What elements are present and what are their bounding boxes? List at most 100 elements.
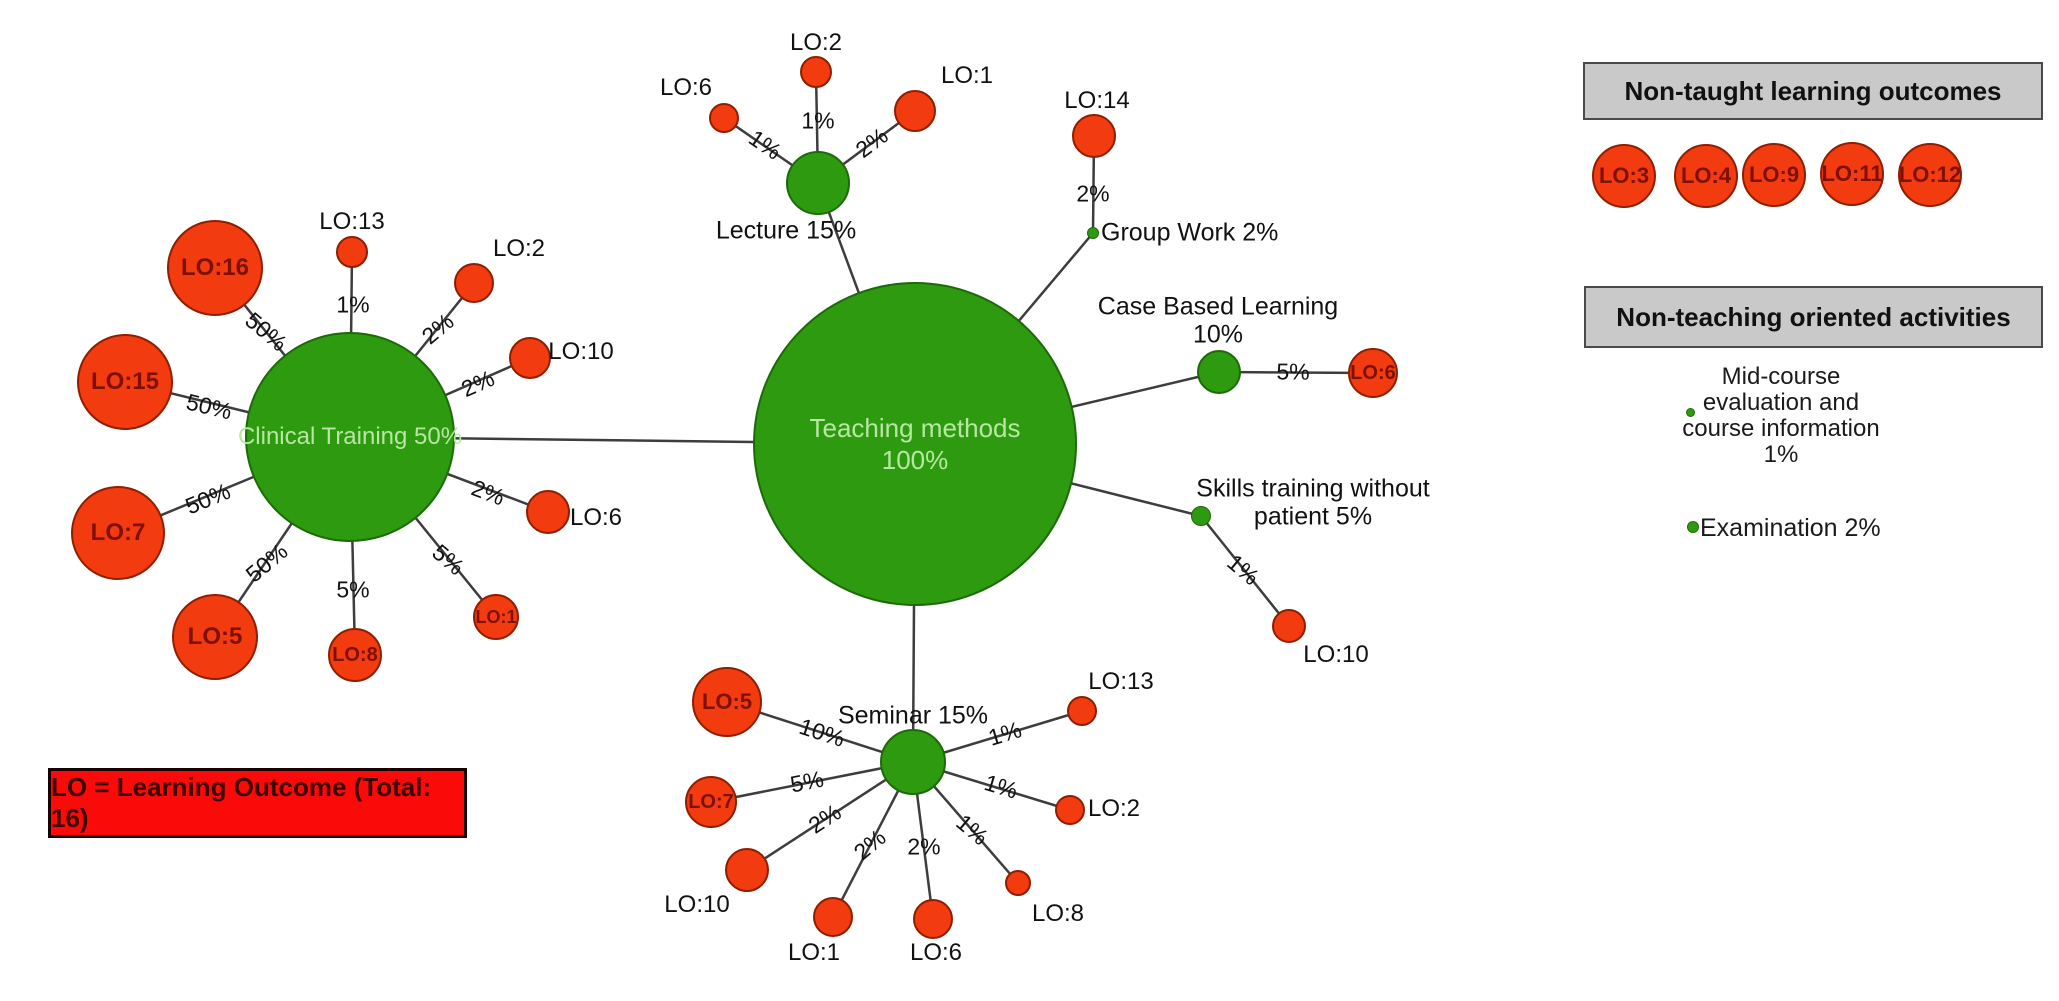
- node-groupwork: [1087, 227, 1099, 239]
- node-sem_lo13: [1067, 696, 1097, 726]
- node-clinical: Clinical Training 50%: [238, 332, 462, 542]
- node-cl_lo1: LO:1: [473, 594, 519, 640]
- node-label-sem_lo13: LO:13: [1088, 668, 1154, 695]
- node-label-cl_lo16: LO:16: [180, 254, 249, 281]
- node-lec_lo1: [894, 90, 936, 132]
- node-label-nt_lo9: LO:9: [1748, 162, 1800, 187]
- node-label-nt_lo3: LO:3: [1598, 163, 1650, 188]
- node-cb_lo6: LO:6: [1348, 348, 1398, 398]
- node-label-groupwork: Group Work 2%: [1101, 218, 1279, 247]
- node-label-nt_lo11: LO:11: [1821, 161, 1883, 186]
- node-label-cl_lo6: LO:6: [569, 504, 623, 531]
- node-label-cl_lo13: LO:13: [319, 208, 385, 235]
- node-nt_lo9: LO:9: [1742, 143, 1806, 207]
- node-nt_lo3: LO:3: [1592, 144, 1656, 208]
- node-label-line2-skills: patient 5%: [1253, 502, 1373, 530]
- node-label-nt_lo4: LO:4: [1680, 163, 1732, 188]
- node-lecture: [786, 151, 850, 215]
- legend-non-teaching-title: Non-teaching oriented activities: [1616, 301, 2011, 332]
- node-label-seminar: Seminar 15%: [837, 701, 989, 730]
- lo-note-text: LO = Learning Outcome (Total: 16): [51, 772, 432, 833]
- node-seminar: [880, 729, 946, 795]
- node-label-clinical: Clinical Training 50%: [237, 423, 463, 450]
- node-gw_lo14: [1072, 114, 1116, 158]
- node-sublabel-teaching: 100%: [881, 445, 949, 475]
- node-label-lec_lo2: LO:2: [789, 29, 843, 56]
- node-lec_lo2: [800, 56, 832, 88]
- node-cl_lo10: [509, 337, 551, 379]
- node-label-sem_lo8: LO:8: [1031, 900, 1085, 927]
- node-label-nt_lo12: LO:12: [1898, 162, 1962, 187]
- node-sem_lo7: LO:7: [685, 776, 737, 828]
- examination-label: Examination 2%: [1700, 514, 1881, 542]
- node-label-line1-casebased: Case Based Learning: [1097, 292, 1339, 321]
- node-cl_lo7: LO:7: [71, 486, 165, 580]
- node-label-lec_lo1: LO:1: [940, 62, 994, 89]
- node-cl_lo8: LO:8: [328, 628, 382, 682]
- edge-percent-label: 1%: [801, 107, 835, 134]
- legend-item-examination: Examination 2%: [1700, 514, 1881, 543]
- node-nt_lo11: LO:11: [1820, 142, 1884, 206]
- node-label-sem_lo7: LO:7: [688, 790, 734, 813]
- node-sem_lo2: [1055, 795, 1085, 825]
- node-lec_lo6: [709, 103, 739, 133]
- midcourse-line-3: course information: [1682, 415, 1880, 442]
- node-cl_lo16: LO:16: [167, 220, 263, 316]
- node-label-gw_lo14: LO:14: [1064, 87, 1130, 114]
- edge-line-skills-sk_lo10: [1200, 515, 1290, 627]
- edge-percent-label: 1%: [336, 291, 370, 318]
- node-label-line2-casebased: 10%: [1192, 320, 1244, 348]
- examination-dot: [1687, 521, 1699, 533]
- node-label-cl_lo1: LO:1: [475, 606, 517, 627]
- node-sem_lo1: [813, 897, 853, 937]
- node-cl_lo13: [336, 236, 368, 268]
- midcourse-line-1: Mid-course: [1721, 363, 1841, 390]
- node-label-line1-skills: Skills training without: [1196, 474, 1430, 503]
- node-sem_lo6: [913, 899, 953, 939]
- node-nt_lo12: LO:12: [1898, 143, 1962, 207]
- node-label-cl_lo8: LO:8: [332, 643, 378, 666]
- node-label-sem_lo1: LO:1: [787, 939, 841, 966]
- legend-item-midcourse: Mid-course evaluation and course informa…: [1651, 364, 1911, 468]
- node-sem_lo10: [725, 848, 769, 892]
- node-cl_lo6: [526, 490, 570, 534]
- node-cl_lo2: [454, 263, 494, 303]
- legend-non-taught-title: Non-taught learning outcomes: [1624, 75, 2002, 106]
- lo-note-box: LO = Learning Outcome (Total: 16): [48, 768, 467, 838]
- node-teaching: Teaching methods 100%: [753, 282, 1077, 606]
- node-label-cl_lo10: LO:10: [548, 338, 614, 365]
- node-cl_lo5: LO:5: [172, 594, 258, 680]
- node-label-skills: Skills training without patient 5%: [1196, 474, 1430, 531]
- node-sk_lo10: [1272, 609, 1306, 643]
- node-label-sem_lo5: LO:5: [701, 689, 753, 714]
- node-label-cl_lo2: LO:2: [492, 235, 546, 262]
- node-label-lec_lo6: LO:6: [659, 74, 713, 101]
- node-label-sem_lo10: LO:10: [664, 891, 730, 918]
- legend-non-taught-header: Non-taught learning outcomes: [1583, 62, 2043, 120]
- node-casebased: [1197, 350, 1241, 394]
- node-label-sem_lo2: LO:2: [1087, 795, 1141, 822]
- edge-percent-label: 2%: [1076, 180, 1110, 207]
- edge-percent-label: 2%: [907, 833, 941, 860]
- edge-line-casebased-cb_lo6: [1218, 370, 1374, 375]
- node-label-sem_lo6: LO:6: [909, 939, 963, 966]
- node-sem_lo5: LO:5: [692, 667, 762, 737]
- midcourse-line-2: evaluation and: [1702, 389, 1860, 416]
- node-label-cb_lo6: LO:6: [1350, 361, 1396, 384]
- node-label-casebased: Case Based Learning 10%: [1097, 292, 1339, 349]
- node-label-teaching: Teaching methods: [809, 412, 1021, 443]
- node-cl_lo15: LO:15: [77, 334, 173, 430]
- edge-line-seminar-sem_lo7: [710, 760, 914, 804]
- edge-percent-label: 5%: [1276, 358, 1310, 385]
- midcourse-dot: [1686, 408, 1695, 417]
- node-skills: [1191, 506, 1211, 526]
- midcourse-line-4: 1%: [1763, 441, 1799, 468]
- node-label-sk_lo10: LO:10: [1303, 641, 1369, 668]
- node-label-cl_lo7: LO:7: [90, 519, 146, 546]
- node-label-cl_lo15: LO:15: [90, 368, 159, 395]
- node-label-cl_lo5: LO:5: [187, 623, 243, 650]
- node-nt_lo4: LO:4: [1674, 144, 1738, 208]
- node-label-lecture: Lecture 15%: [715, 216, 857, 245]
- node-sem_lo8: [1005, 870, 1031, 896]
